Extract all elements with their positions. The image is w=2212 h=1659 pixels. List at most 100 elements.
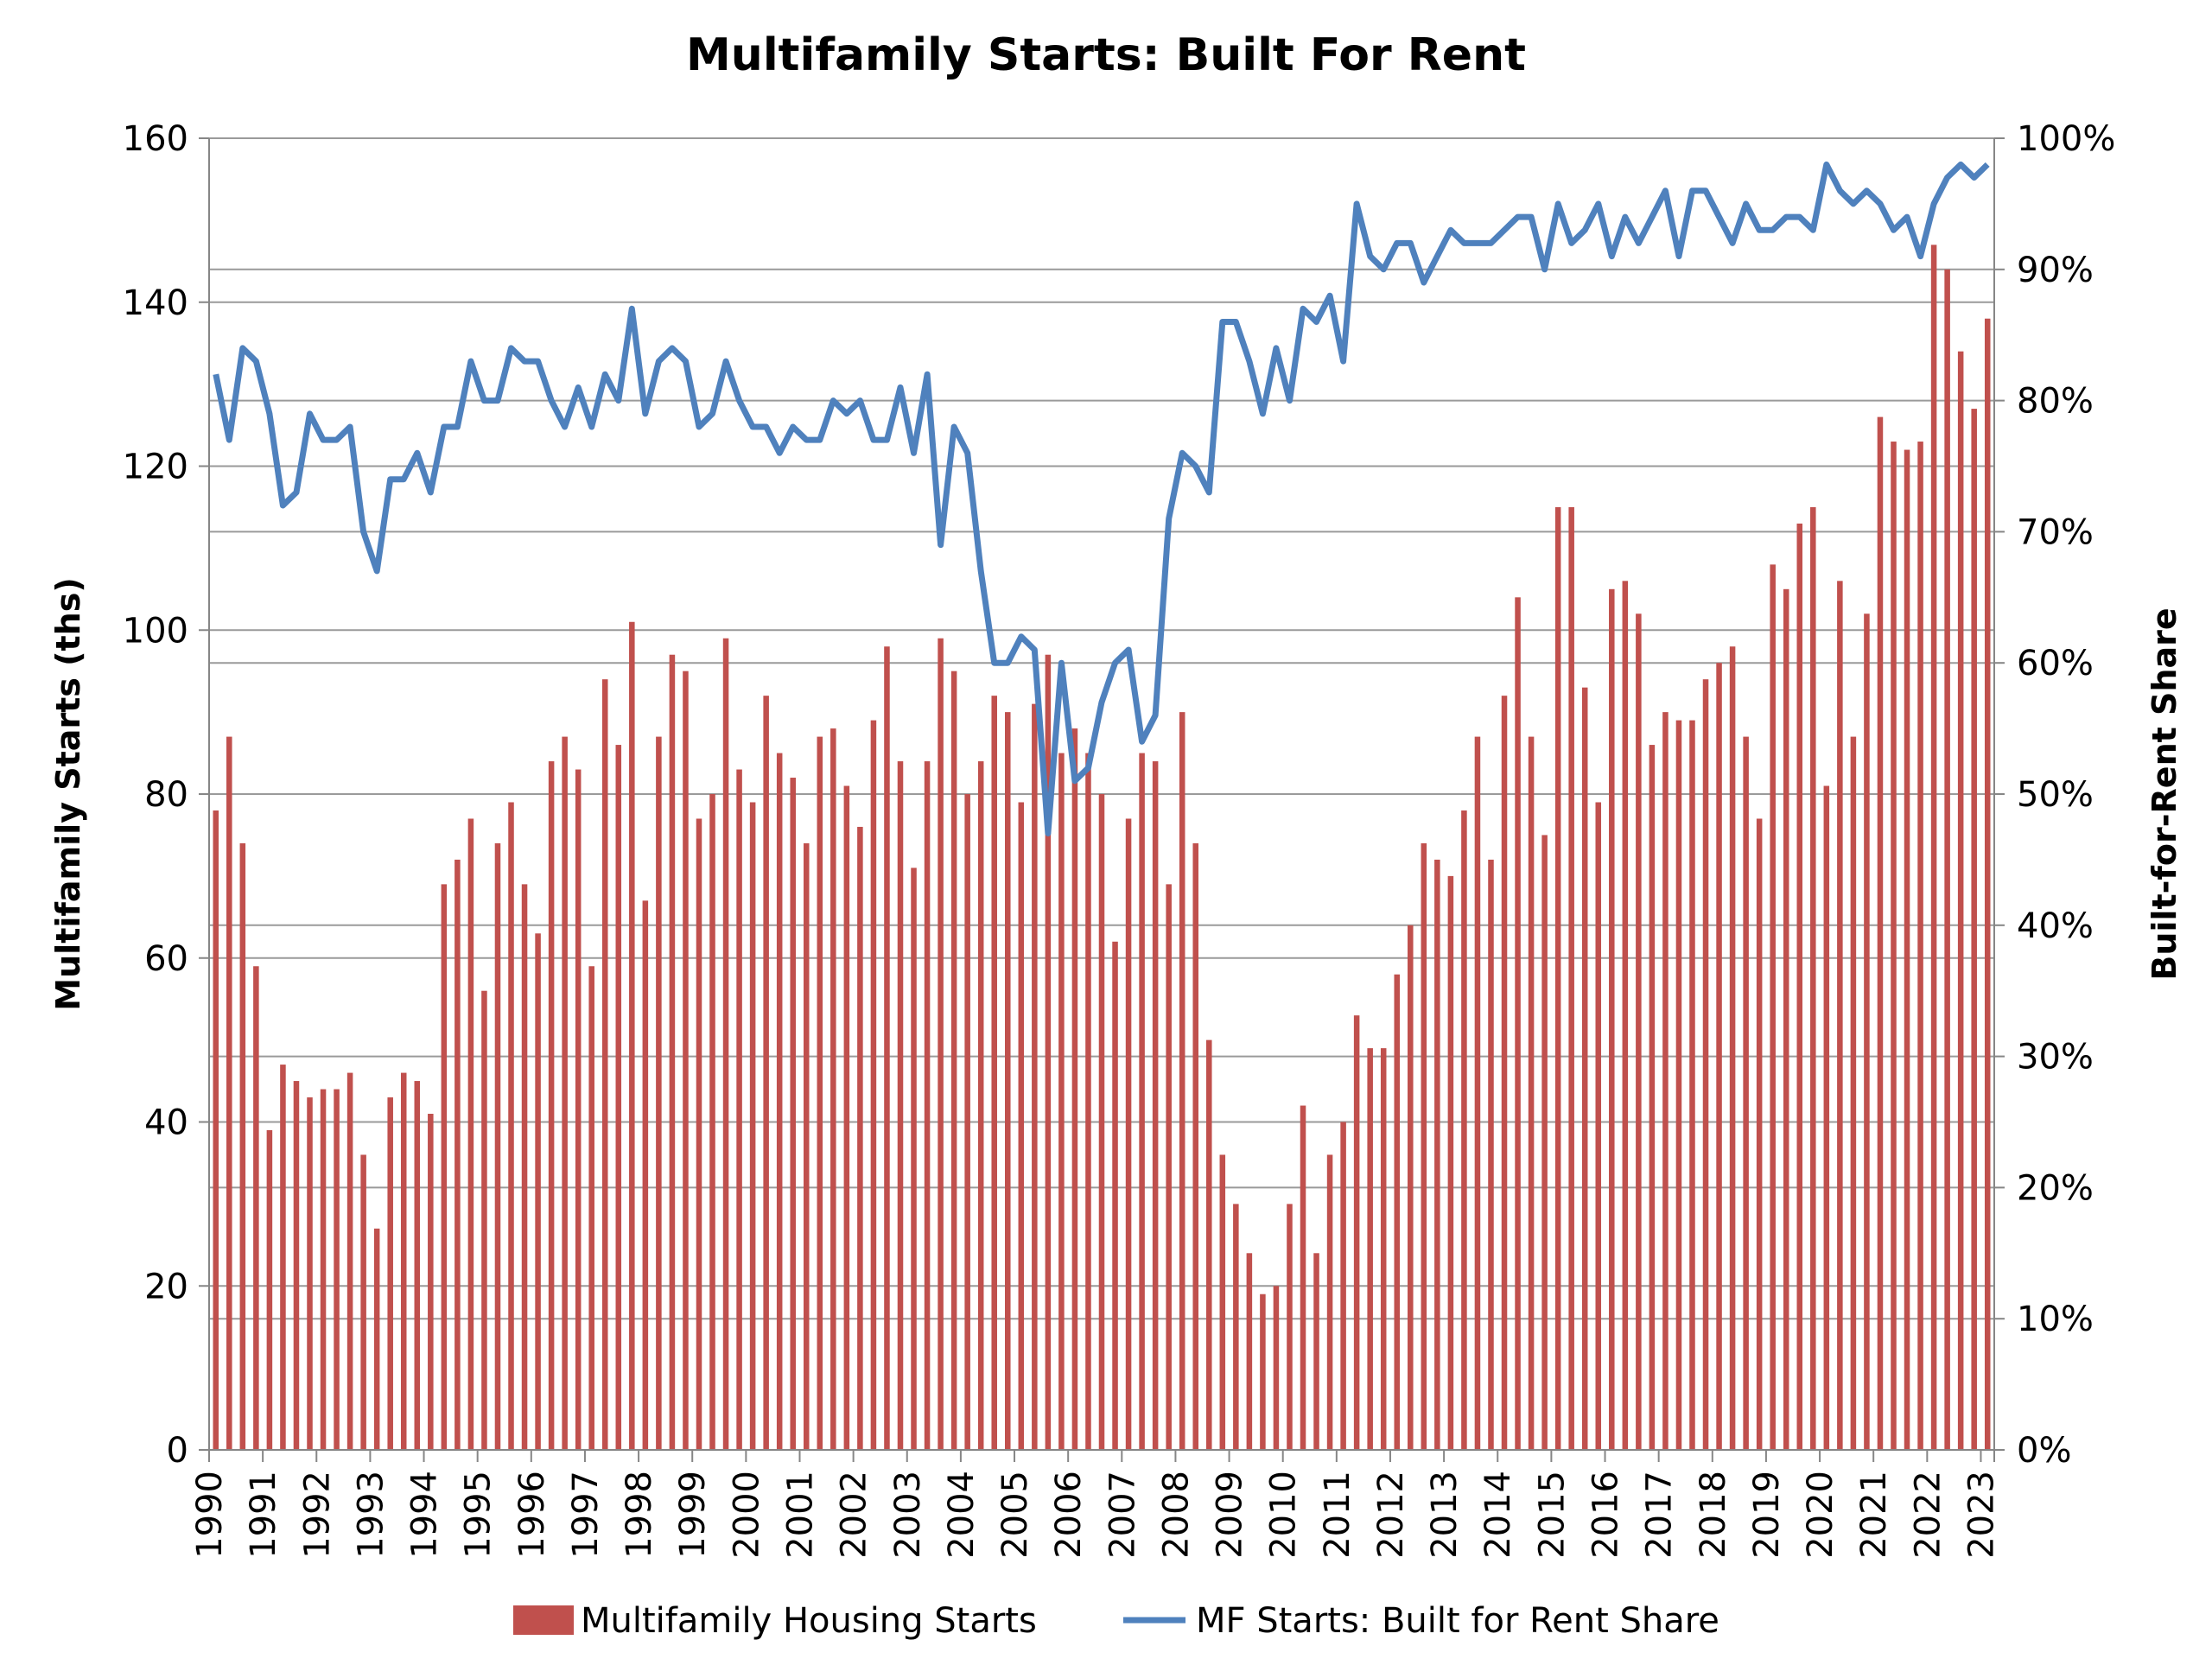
x-tick-label: 2005 — [995, 1471, 1035, 1559]
x-tick-label: 1999 — [673, 1471, 713, 1559]
x-tick-label: 2020 — [1801, 1471, 1840, 1559]
bar — [293, 1081, 300, 1450]
bar — [467, 818, 474, 1450]
bar — [1380, 1048, 1387, 1450]
bar — [266, 1129, 273, 1450]
y-tick-label: 100 — [123, 611, 188, 651]
bar — [1447, 875, 1454, 1450]
bar — [1005, 712, 1011, 1450]
x-tick-label: 1993 — [351, 1471, 391, 1559]
y2-tick-label: 100% — [2017, 119, 2115, 159]
bar — [977, 761, 984, 1450]
bar — [1152, 761, 1159, 1450]
bar — [320, 1089, 327, 1450]
bar — [696, 818, 702, 1450]
bar — [1045, 654, 1052, 1450]
bar-series — [213, 245, 1991, 1451]
bar — [588, 966, 594, 1450]
y2-tick-label: 0% — [2017, 1431, 2071, 1471]
bar — [1287, 1204, 1293, 1450]
x-tick-label: 1994 — [405, 1471, 445, 1559]
right-y-axis-label: Built-for-Rent Share — [2145, 607, 2183, 980]
x-tick-label: 2016 — [1586, 1471, 1626, 1559]
x-tick-label: 2013 — [1425, 1471, 1465, 1559]
bar — [950, 671, 957, 1450]
bar — [280, 1065, 286, 1450]
bar — [1192, 842, 1198, 1450]
bar — [1246, 1253, 1253, 1450]
bar — [1743, 736, 1749, 1450]
left-y-tick-labels: 0 20 40 60 80 100 120 140 160 — [123, 119, 209, 1471]
bar — [1783, 588, 1789, 1450]
bar — [669, 654, 676, 1450]
bar — [1488, 859, 1494, 1450]
bar — [1179, 712, 1185, 1450]
x-tick-label: 2000 — [727, 1471, 766, 1559]
bar — [1729, 646, 1736, 1450]
bar — [1434, 859, 1440, 1450]
bar — [736, 769, 742, 1450]
bar — [1353, 1015, 1360, 1450]
bar — [991, 696, 997, 1450]
bar — [548, 761, 555, 1450]
bar — [226, 736, 232, 1450]
bar — [1501, 696, 1508, 1450]
bar — [334, 1089, 340, 1450]
bar — [1394, 974, 1401, 1450]
bar — [428, 1114, 434, 1450]
bar — [1219, 1154, 1226, 1450]
bar — [656, 736, 662, 1450]
bar — [1367, 1048, 1373, 1450]
y2-tick-label: 60% — [2017, 644, 2094, 683]
bar — [1702, 679, 1709, 1450]
x-tick-label: 2012 — [1371, 1471, 1411, 1559]
bar — [1971, 409, 1977, 1450]
x-tick-label: 2011 — [1318, 1471, 1357, 1559]
x-tick-label: 2023 — [1962, 1471, 2002, 1559]
bar — [575, 769, 582, 1450]
bar — [1649, 745, 1656, 1450]
x-tick-label: 1996 — [512, 1471, 552, 1559]
bar — [1166, 884, 1172, 1450]
bar — [601, 679, 608, 1450]
bar — [1260, 1294, 1266, 1450]
bar — [1340, 1122, 1346, 1450]
y-tick-label: 140 — [123, 283, 188, 323]
bar — [722, 638, 729, 1450]
bar — [1609, 588, 1615, 1450]
bar — [1636, 613, 1642, 1450]
y2-tick-label: 70% — [2017, 512, 2094, 552]
left-y-axis-label: Multifamily Starts (ths) — [49, 577, 87, 1010]
x-tick-label: 2007 — [1103, 1471, 1142, 1559]
x-tick-label: 2001 — [781, 1471, 821, 1559]
bar — [1957, 351, 1964, 1450]
chart-title: Multifamily Starts: Built For Rent — [686, 29, 1526, 81]
bar — [1837, 581, 1843, 1450]
bar — [400, 1072, 407, 1450]
legend-swatch-bars — [513, 1605, 574, 1635]
x-tick-label: 1990 — [190, 1471, 230, 1559]
legend-label-line: MF Starts: Built for Rent Share — [1196, 1601, 1719, 1641]
bar — [843, 785, 850, 1450]
x-tick-labels: 1990 1991 1992 1993 1994 1995 1996 1997 1998 1999… — [190, 1450, 2002, 1559]
bar — [1139, 753, 1145, 1450]
bar — [884, 646, 890, 1450]
bar — [1810, 506, 1816, 1450]
bar — [1554, 506, 1561, 1450]
x-tick-label: 2003 — [888, 1471, 928, 1559]
bar — [924, 761, 931, 1450]
y-tick-label: 160 — [123, 119, 188, 159]
bar — [1206, 1039, 1212, 1450]
bar — [1622, 581, 1629, 1450]
bar — [803, 842, 810, 1450]
x-tick-label: 2004 — [942, 1471, 982, 1559]
x-tick-label: 1995 — [459, 1471, 499, 1559]
bar — [239, 842, 246, 1450]
y-tick-label: 40 — [144, 1103, 188, 1143]
bar — [763, 696, 769, 1450]
bar — [709, 794, 715, 1450]
bar — [749, 802, 756, 1450]
bar — [870, 720, 877, 1450]
bar — [508, 802, 514, 1450]
